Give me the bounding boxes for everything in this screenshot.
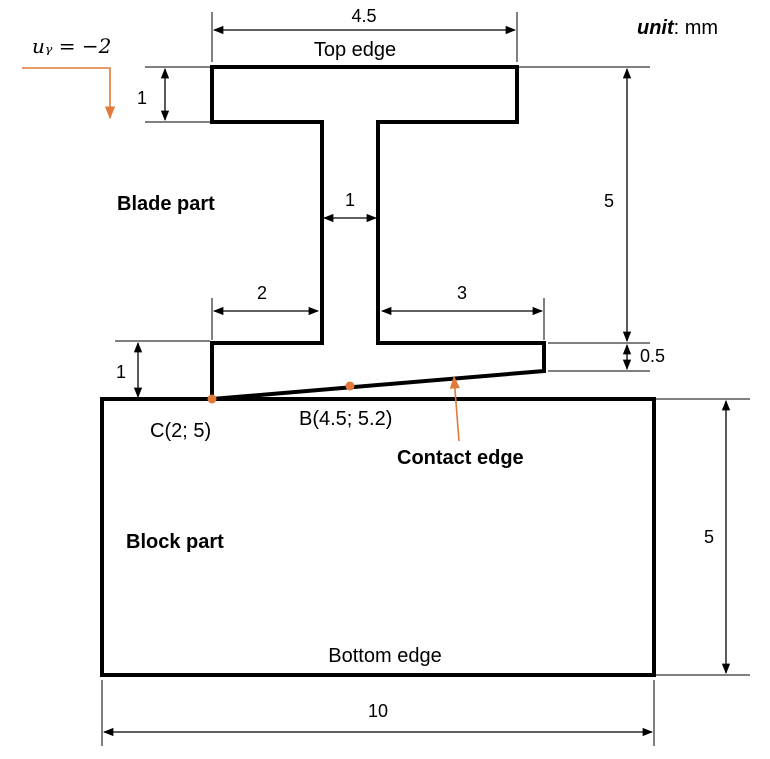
contact-edge-pointer xyxy=(449,375,461,442)
dim-left-foot-height-label: 1 xyxy=(116,362,126,382)
unit-word: unit xyxy=(637,17,675,39)
dimension-arrows xyxy=(102,25,731,737)
block-outline xyxy=(100,397,656,677)
dim-block-height-label: 5 xyxy=(704,527,714,547)
dim-right-foot-height-label: 0.5 xyxy=(640,346,665,366)
dim-web-width-label: 1 xyxy=(345,190,355,210)
point-b-label: B(4.5; 5.2) xyxy=(299,408,392,430)
dim-top-width-label: 4.5 xyxy=(351,6,376,26)
dim-block-width-label: 10 xyxy=(368,701,388,721)
top-edge-label: Top edge xyxy=(314,39,396,61)
dim-left-foot-label: 2 xyxy=(257,283,267,303)
load-label: uᵧ = −2 xyxy=(32,34,111,58)
load-arrow xyxy=(22,67,116,120)
extension-lines xyxy=(101,12,750,746)
unit-value: : mm xyxy=(674,17,718,39)
blade-part-label: Blade part xyxy=(117,193,215,215)
dim-right-foot-label: 3 xyxy=(457,283,467,303)
point-b-marker xyxy=(345,381,355,391)
bottom-edge-label: Bottom edge xyxy=(328,645,441,667)
block-part-label: Block part xyxy=(126,531,224,553)
dim-top-thickness-label: 1 xyxy=(137,88,147,108)
point-c-marker xyxy=(207,394,217,404)
unit-annotation: unit: mm xyxy=(637,17,718,39)
point-c-label: C(2; 5) xyxy=(150,420,211,442)
dim-blade-height-label: 5 xyxy=(604,191,614,211)
blade-outline xyxy=(210,65,546,402)
contact-edge-label: Contact edge xyxy=(397,447,524,469)
